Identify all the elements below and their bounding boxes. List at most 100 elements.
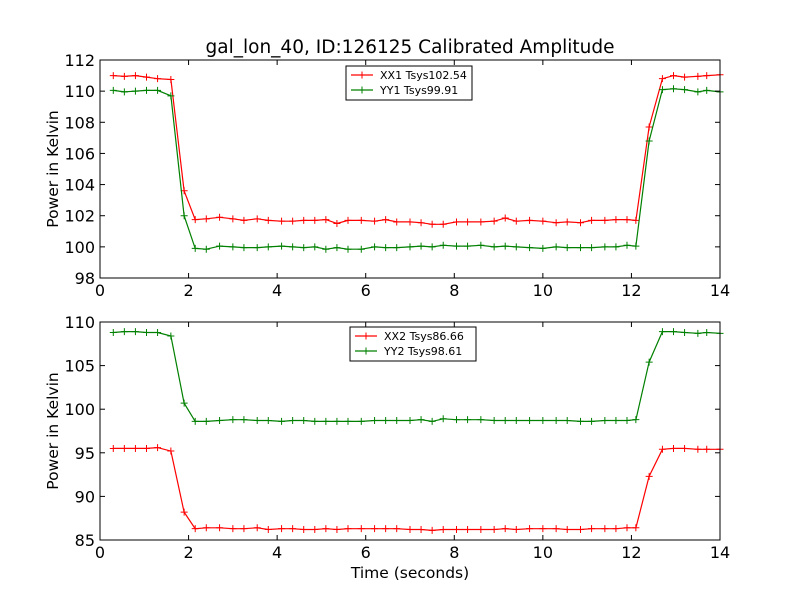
- top-series-0-point: [477, 218, 485, 226]
- bottom-series-1-point: [563, 417, 571, 425]
- top-series-0-point: [191, 216, 199, 224]
- top-x-tick-label: 10: [533, 281, 553, 300]
- top-series-0-point: [344, 216, 352, 224]
- top-series-0-point: [632, 216, 640, 224]
- bottom-series-1-point: [645, 358, 653, 366]
- top-series-0-point: [577, 219, 584, 227]
- bottom-series-1-point: [632, 416, 640, 424]
- bottom-x-tick-label: 0: [95, 543, 105, 562]
- top-series-1-point: [167, 92, 175, 100]
- bottom-legend-swatch-marker: [362, 347, 370, 355]
- top-series-0-point: [406, 218, 414, 226]
- top-series-1-point: [439, 241, 447, 249]
- bottom-series-1-point: [191, 417, 199, 425]
- top-tick-layer: 0 2 4 6 8 10 12 14 98 100 102 104 106 108 110 112: [64, 51, 730, 300]
- bottom-series-1-point: [681, 328, 689, 336]
- top-series-1-point: [632, 242, 640, 250]
- bottom-series-0-point: [501, 525, 509, 533]
- top-series-0-point: [357, 216, 365, 224]
- top-series-0-point: [240, 216, 248, 224]
- top-series-1-point: [131, 87, 139, 95]
- top-series-1-point: [645, 137, 653, 145]
- top-series-1-point: [512, 243, 520, 251]
- bottom-legend-label: XX2 Tsys86.66: [384, 330, 464, 343]
- top-series-0-point: [167, 75, 175, 83]
- bottom-y-tick-label: 95: [75, 444, 95, 463]
- bottom-series-0-point: [131, 444, 139, 452]
- top-series-1-point: [289, 243, 297, 251]
- bottom-series-1-point: [109, 328, 117, 336]
- bottom-series-0-point: [311, 526, 319, 534]
- top-series-1-point: [490, 243, 498, 251]
- top-series-0-point: [109, 72, 117, 80]
- bottom-series-1-point: [601, 417, 609, 425]
- top-series-0-point: [264, 216, 272, 224]
- top-series-1-point: [601, 243, 609, 251]
- bottom-series-1-point: [311, 417, 319, 425]
- top-legend-label: YY1 Tsys99.91: [379, 84, 458, 97]
- bottom-series-0-point: [382, 525, 390, 533]
- bottom-series-1-point: [382, 417, 390, 425]
- top-series-0-point: [552, 219, 560, 227]
- bottom-series-0-point: [563, 526, 571, 534]
- top-y-tick-label: 108: [64, 113, 95, 132]
- bottom-series-0-point: [278, 525, 286, 533]
- top-series-0-point: [428, 220, 436, 228]
- bottom-series-1-point: [240, 416, 248, 424]
- bottom-series-1-point: [464, 416, 472, 424]
- top-series-1-point: [552, 243, 560, 251]
- top-series-0-point: [601, 216, 609, 224]
- top-series-0-point: [645, 123, 653, 131]
- bottom-series-0-point: [406, 526, 414, 534]
- top-series-1-point: [333, 244, 341, 252]
- bottom-series-1-point: [322, 417, 330, 425]
- bottom-series-0-point: [477, 526, 485, 534]
- bottom-series-1-point: [658, 328, 666, 336]
- bottom-series-1-point: [264, 417, 272, 425]
- top-series-1-point: [143, 86, 150, 94]
- bottom-series-1-point: [300, 417, 308, 425]
- top-series-1-point: [694, 88, 702, 96]
- bottom-series-0-point: [154, 444, 162, 452]
- top-series-0-point: [154, 75, 162, 83]
- bottom-series-1-point: [229, 416, 237, 424]
- top-series-0-point: [563, 218, 571, 226]
- top-y-tick-label: 112: [64, 51, 95, 70]
- bottom-series-1-point: [278, 417, 286, 425]
- bottom-x-tick-label: 12: [621, 543, 641, 562]
- top-y-tick-label: 98: [75, 269, 95, 288]
- bottom-series-0-point: [322, 525, 330, 533]
- top-legend-swatch-marker: [358, 86, 366, 94]
- bottom-series-1-point: [154, 328, 162, 336]
- top-series-1-point: [278, 242, 286, 250]
- bottom-legend: XX2 Tsys86.66 YY2 Tsys98.61: [349, 326, 477, 362]
- bottom-series-0-point: [464, 526, 472, 534]
- top-series-0-point: [694, 72, 702, 80]
- top-series-1-point: [311, 243, 319, 251]
- bottom-series-0-point: [143, 444, 150, 452]
- top-y-tick-label: 102: [64, 207, 95, 226]
- top-series-1-point: [371, 243, 379, 251]
- top-x-tick-label: 8: [449, 281, 459, 300]
- bottom-plot-frame: [99, 321, 721, 541]
- bottom-series-1-point: [253, 417, 261, 425]
- top-plot-frame: [99, 59, 721, 279]
- top-series-0-point: [681, 73, 689, 81]
- bottom-x-tick-label: 14: [710, 543, 730, 562]
- bottom-series-0-point: [393, 525, 401, 533]
- bottom-series-1-point: [131, 328, 139, 336]
- bottom-series-1-point: [428, 417, 436, 425]
- bottom-series-1-point: [439, 415, 447, 423]
- top-legend-swatch-marker: [358, 71, 366, 79]
- top-series-0-point: [417, 219, 425, 227]
- bottom-series-1-point: [477, 416, 485, 424]
- bottom-series-1-point: [501, 417, 509, 425]
- bottom-series-1-point: [623, 417, 631, 425]
- top-y-tick-label: 100: [64, 238, 95, 257]
- top-series-line-0: [113, 74, 721, 225]
- bottom-series-1-point: [526, 417, 534, 425]
- top-series-1-point: [658, 86, 666, 94]
- bottom-series-0-point: [552, 525, 560, 533]
- bottom-series-1-point: [694, 329, 702, 337]
